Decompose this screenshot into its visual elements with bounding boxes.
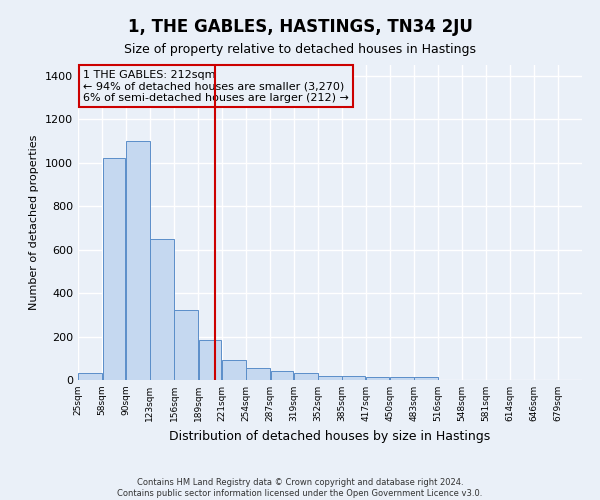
Bar <box>343 376 365 380</box>
Bar <box>222 360 245 380</box>
Bar <box>175 310 198 380</box>
Y-axis label: Number of detached properties: Number of detached properties <box>29 135 40 310</box>
Bar <box>294 374 317 380</box>
Text: Contains HM Land Registry data © Crown copyright and database right 2024.
Contai: Contains HM Land Registry data © Crown c… <box>118 478 482 498</box>
X-axis label: Distribution of detached houses by size in Hastings: Distribution of detached houses by size … <box>169 430 491 442</box>
Bar <box>247 368 270 380</box>
Bar <box>415 378 438 380</box>
Bar <box>199 340 221 380</box>
Bar <box>271 372 293 380</box>
Text: 1 THE GABLES: 212sqm
← 94% of detached houses are smaller (3,270)
6% of semi-det: 1 THE GABLES: 212sqm ← 94% of detached h… <box>83 70 349 103</box>
Bar <box>103 158 125 380</box>
Text: Size of property relative to detached houses in Hastings: Size of property relative to detached ho… <box>124 42 476 56</box>
Bar <box>150 239 174 380</box>
Bar <box>126 141 149 380</box>
Bar <box>79 374 102 380</box>
Text: 1, THE GABLES, HASTINGS, TN34 2JU: 1, THE GABLES, HASTINGS, TN34 2JU <box>128 18 472 36</box>
Bar <box>366 376 389 380</box>
Bar <box>390 376 413 380</box>
Bar <box>318 376 342 380</box>
